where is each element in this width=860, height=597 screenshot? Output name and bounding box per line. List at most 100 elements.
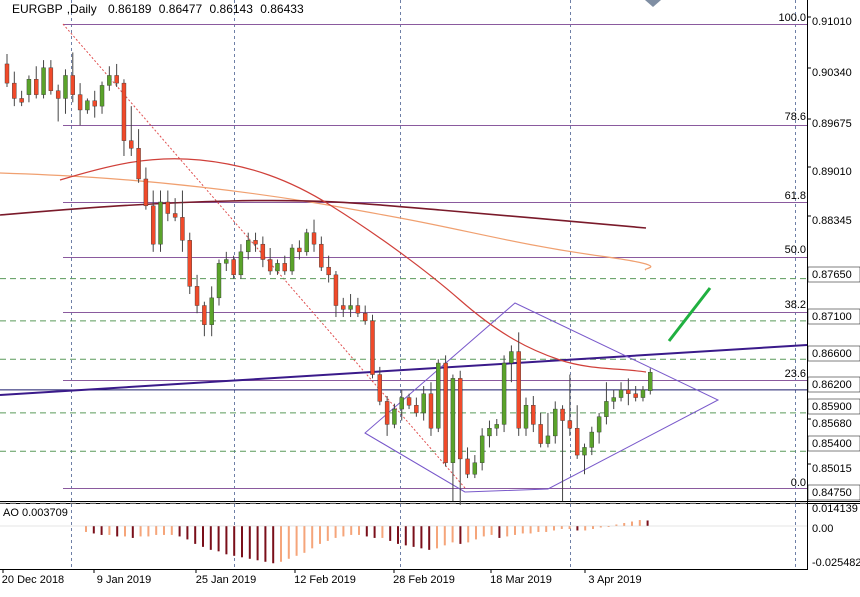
projection-arrow xyxy=(667,287,712,342)
ao-bar xyxy=(303,526,306,553)
price-label: 0.85400 xyxy=(812,438,852,450)
date-label: 25 Jan 2019 xyxy=(196,574,257,586)
candle-body xyxy=(216,263,222,299)
price-label: 0.85900 xyxy=(812,401,852,413)
ao-bar xyxy=(217,526,220,552)
ao-bar xyxy=(389,526,392,541)
candle-body xyxy=(158,201,163,245)
candle-body xyxy=(648,372,653,391)
ao-bar xyxy=(225,526,228,555)
candle-body xyxy=(107,75,112,86)
price-label: 0.86200 xyxy=(812,379,852,391)
chart-header: EURGBP ,Daily 0.86189 0.86477 0.86143 0.8… xyxy=(12,2,308,16)
fib-level-label: 38.2 xyxy=(785,299,806,311)
ao-bar xyxy=(475,526,477,540)
candle-body xyxy=(567,420,573,429)
candle-body xyxy=(436,362,441,429)
ao-bar xyxy=(615,524,618,526)
price-label: 0.86600 xyxy=(812,348,852,360)
candle-body xyxy=(618,389,624,398)
ao-bar xyxy=(139,526,142,537)
candle-body xyxy=(4,63,10,84)
ao-bar xyxy=(560,526,563,529)
fib-level-label: 23.6 xyxy=(785,368,806,380)
ao-label: AO 0.003709 xyxy=(3,507,68,519)
candle-body xyxy=(253,240,258,245)
ohlc-high: 0.86477 xyxy=(158,2,203,16)
symbol-timeframe: EURGBP ,Daily xyxy=(12,2,97,16)
ao-bar xyxy=(124,526,126,537)
candle-body xyxy=(370,320,375,375)
candle-body xyxy=(392,408,397,425)
candle-body xyxy=(202,305,207,325)
candle-body xyxy=(472,462,478,475)
ao-bar xyxy=(482,526,485,537)
ao-bar xyxy=(576,526,579,531)
price-tag-box xyxy=(807,376,860,393)
fibonacci-retracement: 100.0 78.6 61.8 50.0 38.2 23.6 0.0 xyxy=(62,12,807,489)
ao-bar xyxy=(412,526,415,547)
candle-body xyxy=(421,393,426,414)
price-tag-box xyxy=(807,345,860,362)
moving-averages xyxy=(0,158,652,373)
candle-body xyxy=(136,148,141,180)
candle-body xyxy=(479,435,485,463)
candle-body xyxy=(596,416,602,433)
ao-bar xyxy=(241,526,243,558)
date-label: 9 Jan 2019 xyxy=(97,574,151,586)
horizontal-levels xyxy=(0,278,807,504)
ao-bar xyxy=(506,526,509,537)
trendline xyxy=(0,344,808,396)
ao-bar xyxy=(202,526,204,547)
ao-bar xyxy=(521,526,524,534)
candle-body xyxy=(297,247,302,253)
ao-bar xyxy=(186,526,189,540)
candle-body xyxy=(377,374,383,402)
price-label: 0.89010 xyxy=(812,166,852,178)
price-tag-box xyxy=(807,266,860,283)
candle-body xyxy=(414,405,419,414)
candle-body xyxy=(516,351,521,429)
candle-body xyxy=(48,67,54,91)
candle-body xyxy=(589,431,594,448)
candle-body xyxy=(509,351,514,364)
candle-body xyxy=(399,397,404,410)
candle-body xyxy=(362,312,368,322)
ao-bar xyxy=(287,526,290,559)
ao-bar xyxy=(264,526,267,562)
candle-body xyxy=(129,140,134,149)
candles xyxy=(4,52,653,505)
candle-body xyxy=(458,378,463,460)
candle-body xyxy=(494,424,499,429)
fib-level-label: 0.0 xyxy=(791,477,806,489)
candle-body xyxy=(531,405,536,425)
candle-body xyxy=(443,362,448,463)
wedge-lower-left xyxy=(364,432,466,493)
candle-body xyxy=(582,447,587,456)
trendlines-and-patterns xyxy=(0,287,808,493)
scroll-marker-icon[interactable] xyxy=(645,0,661,7)
fib-level-label: 50.0 xyxy=(785,244,806,256)
ao-bar xyxy=(358,526,360,535)
ao-bar xyxy=(256,526,259,561)
ao-bar xyxy=(155,526,158,535)
ao-bar xyxy=(85,526,87,532)
ao-bar xyxy=(319,526,321,544)
date-label: 20 Dec 2018 xyxy=(2,574,64,586)
ao-histogram xyxy=(0,520,807,564)
candle-body xyxy=(465,458,470,475)
ao-bar xyxy=(467,526,470,543)
wedge-pattern xyxy=(364,302,720,493)
candle-body xyxy=(384,401,390,425)
ao-bar xyxy=(443,526,446,546)
ao-bar xyxy=(170,526,173,535)
ao-bar xyxy=(490,526,493,535)
ao-bar xyxy=(599,526,602,528)
fib-level-label: 78.6 xyxy=(785,111,806,123)
price-label: 0.85680 xyxy=(812,418,852,430)
candle-body xyxy=(267,259,273,272)
ao-bar xyxy=(397,526,399,544)
ao-bar xyxy=(459,526,462,544)
